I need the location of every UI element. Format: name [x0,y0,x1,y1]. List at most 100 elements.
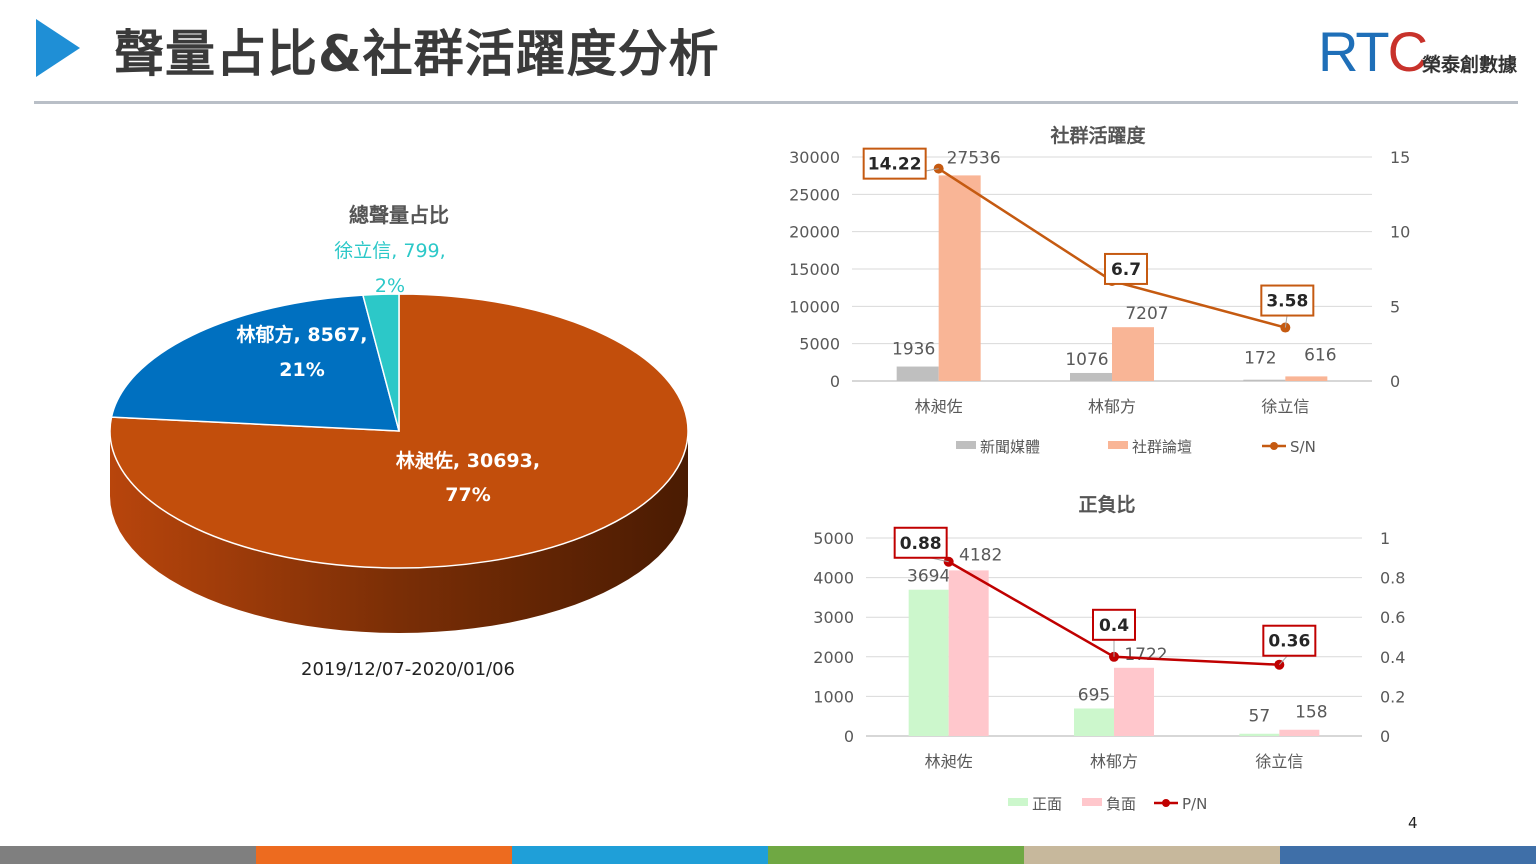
bar-0-0 [908,589,949,736]
legend-swatch [1108,441,1128,449]
page-title: 聲量占比&社群活躍度分析 [114,25,720,83]
pie-data-label-name: 徐立信, 799, [334,240,445,262]
x-tick-label: 林昶佐 [915,397,963,416]
ratio-data-label: 3.58 [1266,292,1308,312]
company-logo: RTC 榮泰創數據 [1314,14,1530,84]
ratio-data-label: 0.36 [1268,632,1310,652]
legend-label: P/N [1182,795,1207,813]
pie-slice-2 [361,293,400,432]
y2-tick-label: 0.2 [1380,687,1405,706]
y2-tick-label: 0 [1390,372,1400,391]
bar-1-2 [1285,376,1328,381]
bar-data-label: 1722 [1124,645,1167,665]
pie-data-label-name: 林郁方, 8567, [237,323,368,346]
bar-data-label: 57 [1249,707,1271,727]
y2-tick-label: 0.8 [1380,569,1405,588]
y-tick-label: 0 [844,727,854,746]
y-tick-label: 4000 [813,569,854,588]
bar-data-label: 172 [1244,349,1276,369]
title-divider [34,101,1518,104]
y2-tick-label: 10 [1390,223,1410,242]
bar-data-label: 1076 [1065,350,1108,370]
pie-date-range: 2019/12/07-2020/01/06 [301,659,515,680]
ratio-label-box [1092,608,1136,641]
bar-1-1 [1112,327,1154,381]
ratio-data-label: 0.4 [1099,616,1129,636]
y-tick-label: 0 [830,372,840,391]
footer-color-bar [0,846,1536,864]
logo-company-name: 榮泰創數據 [1422,54,1518,76]
y2-tick-label: 1 [1380,529,1390,548]
pie-title: 總聲量占比 [349,203,449,227]
legend-label: 社群論壇 [1132,438,1192,456]
bar-data-label: 27536 [947,148,1001,168]
pie-side-wall [110,431,688,633]
bar-1-2 [1279,729,1320,736]
footer-segment [512,846,768,864]
footer-segment [256,846,512,864]
logo-mark: RTC [1318,20,1428,83]
bar-chart-social-activity: 社群活躍度 0 5000 10000 15000 20000 25000 30000 0 5 10 1… [789,124,1410,456]
legend-label: 新聞媒體 [980,438,1040,456]
pie-data-label-percent: 77% [445,484,490,506]
bar-0-0 [896,366,939,381]
pie-data-label-percent: 2% [375,275,405,297]
legend-line-marker [1162,799,1170,807]
bar-data-label: 158 [1295,703,1327,723]
bar-data-label: 7207 [1125,304,1168,324]
y2-tick-label: 15 [1390,148,1410,167]
bar-1-0 [938,175,981,381]
pie-slice-0 [109,293,689,569]
bar-chart-positive-negative: 正負比 0 1000 2000 3000 4000 5000 0 0.2 0.4 0.6 0.8 1 林昶… [813,493,1405,813]
bar-0-2 [1243,379,1286,381]
bar-0-2 [1239,733,1280,736]
y2-tick-label: 0 [1380,727,1390,746]
pie-data-label-name: 林昶佐, 30693, [396,449,540,472]
legend-label: 負面 [1106,795,1136,813]
y-tick-label: 25000 [789,185,840,204]
legend-line-marker [1270,442,1278,450]
bar-data-label: 1936 [892,340,935,360]
bar-data-label: 695 [1078,685,1110,705]
y-tick-label: 10000 [789,297,840,316]
x-tick-label: 徐立信 [1255,752,1303,771]
pie-data-label-percent: 21% [279,359,324,381]
bar-0-1 [1070,372,1112,381]
y-tick-label: 15000 [789,260,840,279]
title-triangle-icon [36,19,80,77]
y-tick-label: 1000 [813,687,854,706]
bar-data-label: 616 [1304,345,1336,365]
ratio-label-box [1260,284,1315,317]
y2-tick-label: 0.4 [1380,648,1405,667]
bar-1-1 [1114,667,1154,736]
bar-data-label: 3694 [907,567,950,587]
y-tick-label: 30000 [789,148,840,167]
y-tick-label: 2000 [813,648,854,667]
legend-label: S/N [1290,438,1316,456]
y-tick-label: 20000 [789,223,840,242]
bar-0-1 [1074,708,1114,736]
chart-title: 正負比 [1078,493,1135,516]
ratio-label-box [862,147,927,180]
footer-segment [1280,846,1536,864]
y2-tick-label: 5 [1390,297,1400,316]
y-tick-label: 5000 [799,335,840,354]
ratio-data-label: 0.88 [900,534,942,554]
ratio-data-label: 6.7 [1111,260,1141,280]
y-tick-label: 3000 [813,608,854,627]
x-tick-label: 徐立信 [1261,397,1309,416]
ratio-data-label: 14.22 [868,155,922,175]
y-tick-label: 5000 [813,529,854,548]
legend-swatch [1082,798,1102,806]
x-tick-label: 林昶佐 [925,752,973,771]
footer-segment [768,846,1024,864]
chart-title: 社群活躍度 [1049,124,1146,147]
ratio-label-box [1104,252,1148,285]
legend-label: 正面 [1032,795,1062,813]
pie-slice-1 [110,294,400,432]
x-tick-label: 林郁方 [1090,752,1138,771]
ratio-label-box [893,526,948,559]
footer-segment [0,846,256,864]
footer-segment [1024,846,1280,864]
